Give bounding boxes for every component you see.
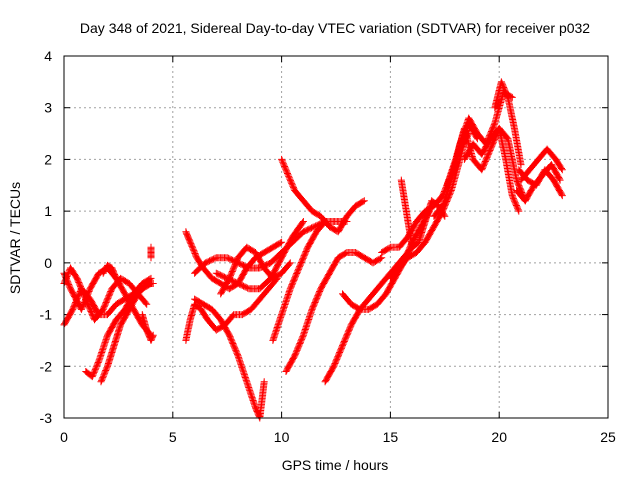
y-tick-label: -2 (40, 358, 53, 374)
series-11 (191, 295, 268, 422)
series-markers (147, 243, 155, 262)
series-markers (282, 249, 386, 375)
series-7 (138, 311, 157, 344)
series-markers (397, 176, 449, 251)
series-25 (460, 124, 523, 215)
series-16 (278, 155, 368, 236)
series-6 (99, 261, 120, 282)
series-22 (397, 176, 449, 251)
series-markers (491, 78, 525, 169)
series-8 (147, 243, 155, 262)
series-markers (99, 261, 120, 282)
series-markers (515, 166, 566, 200)
series-5 (97, 280, 157, 386)
x-axis-label: GPS time / hours (282, 457, 389, 473)
series-markers (191, 295, 268, 422)
y-tick-label: 2 (44, 151, 52, 167)
series-17 (282, 249, 386, 375)
y-axis-label: SDTVAR / TECUs (7, 182, 23, 294)
plot-frame (63, 55, 609, 419)
series-26 (491, 78, 525, 169)
series-14 (217, 243, 294, 298)
axis-ticks: 0 5 10 15 20 25 -3 -2 -1 0 1 2 3 4 (40, 48, 616, 445)
series-4 (82, 274, 155, 381)
series-markers (269, 218, 329, 344)
y-tick-label: 4 (44, 48, 52, 64)
x-tick-label: 5 (169, 429, 177, 445)
series-29 (515, 166, 566, 200)
chart-title: Day 348 of 2021, Sidereal Day-to-day VTE… (80, 20, 590, 36)
x-tick-label: 25 (600, 429, 616, 445)
x-tick-label: 10 (274, 429, 290, 445)
series-markers (97, 280, 157, 386)
series-markers (278, 155, 368, 236)
series-9 (182, 274, 281, 344)
series-15 (269, 218, 329, 344)
y-tick-label: 1 (44, 203, 52, 219)
data-points (60, 78, 566, 422)
x-tick-label: 15 (383, 429, 399, 445)
y-tick-label: -3 (40, 410, 53, 426)
series-markers (138, 311, 157, 344)
x-tick-label: 20 (491, 429, 507, 445)
series-markers (460, 124, 523, 215)
series-markers (430, 88, 516, 220)
series-markers (182, 274, 281, 344)
series-markers (217, 243, 294, 298)
series-19 (339, 207, 434, 313)
y-tick-label: 0 (44, 255, 52, 271)
y-tick-label: -1 (40, 307, 53, 323)
series-markers (339, 207, 434, 313)
series-markers (82, 274, 155, 381)
y-tick-label: 3 (44, 100, 52, 116)
x-tick-label: 0 (60, 429, 68, 445)
series-23 (430, 88, 516, 220)
